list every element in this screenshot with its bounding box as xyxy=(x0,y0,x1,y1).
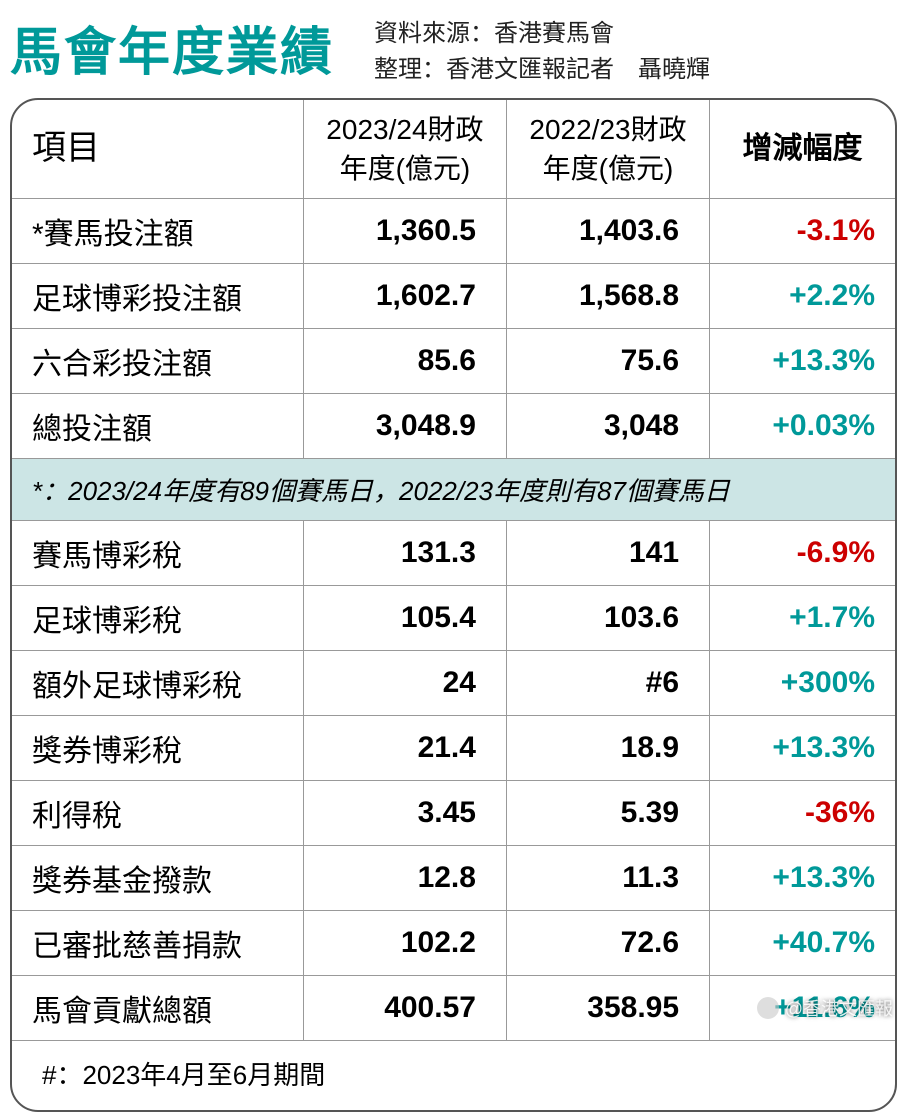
table-row: 額外足球博彩稅24#6+300% xyxy=(12,651,895,716)
row-value-2324: 3.45 xyxy=(303,781,506,846)
table-row: 賽馬博彩稅131.3141-6.9% xyxy=(12,521,895,586)
row-label: 足球博彩投注額 xyxy=(12,264,303,329)
row-value-2324: 400.57 xyxy=(303,976,506,1041)
row-change: +13.3% xyxy=(710,846,895,911)
row-label: 額外足球博彩稅 xyxy=(12,651,303,716)
row-change: -36% xyxy=(710,781,895,846)
row-label: 總投注額 xyxy=(12,394,303,459)
source-block: 資料來源：香港賽馬會 整理：香港文匯報記者 聶曉輝 xyxy=(374,10,710,88)
row-value-2324: 131.3 xyxy=(303,521,506,586)
row-value-2223: 72.6 xyxy=(506,911,709,976)
row-change: +13.3% xyxy=(710,329,895,394)
row-value-2223: 3,048 xyxy=(506,394,709,459)
row-value-2324: 85.6 xyxy=(303,329,506,394)
row-change: -6.9% xyxy=(710,521,895,586)
note-row-2: #：2023年4月至6月期間 xyxy=(12,1041,895,1111)
results-table: 項目 2023/24財政年度(億元) 2022/23財政年度(億元) 增減幅度 … xyxy=(12,100,895,1110)
table-row: 足球博彩投注額1,602.71,568.8+2.2% xyxy=(12,264,895,329)
row-value-2223: 1,568.8 xyxy=(506,264,709,329)
row-value-2223: 1,403.6 xyxy=(506,199,709,264)
row-change: +40.7% xyxy=(710,911,895,976)
table-row: 六合彩投注額85.675.6+13.3% xyxy=(12,329,895,394)
row-value-2324: 102.2 xyxy=(303,911,506,976)
row-value-2223: 141 xyxy=(506,521,709,586)
row-value-2324: 3,048.9 xyxy=(303,394,506,459)
row-label: 獎券博彩稅 xyxy=(12,716,303,781)
row-value-2223: 75.6 xyxy=(506,329,709,394)
table-row: 利得稅3.455.39-36% xyxy=(12,781,895,846)
compiled-label: 整理： xyxy=(374,56,446,83)
col-fy2324: 2023/24財政年度(億元) xyxy=(303,100,506,199)
col-item: 項目 xyxy=(12,100,303,199)
row-change: +13.3% xyxy=(710,716,895,781)
row-label: 賽馬博彩稅 xyxy=(12,521,303,586)
table-row: 獎券博彩稅21.418.9+13.3% xyxy=(12,716,895,781)
weibo-icon xyxy=(757,997,779,1019)
row-change: +2.2% xyxy=(710,264,895,329)
row-value-2324: 1,360.5 xyxy=(303,199,506,264)
header: 馬會年度業績 資料來源：香港賽馬會 整理：香港文匯報記者 聶曉輝 xyxy=(0,0,907,98)
row-label: 六合彩投注額 xyxy=(12,329,303,394)
row-label: *賽馬投注額 xyxy=(12,199,303,264)
table-row: 獎券基金撥款12.811.3+13.3% xyxy=(12,846,895,911)
table-row: *賽馬投注額1,360.51,403.6-3.1% xyxy=(12,199,895,264)
table-header-row: 項目 2023/24財政年度(億元) 2022/23財政年度(億元) 增減幅度 xyxy=(12,100,895,199)
note-1: *：2023/24年度有89個賽馬日，2022/23年度則有87個賽馬日 xyxy=(12,459,895,521)
row-label: 已審批慈善捐款 xyxy=(12,911,303,976)
row-change: +1.7% xyxy=(710,586,895,651)
row-label: 利得稅 xyxy=(12,781,303,846)
note-2: #：2023年4月至6月期間 xyxy=(12,1041,895,1111)
source-value: 香港賽馬會 xyxy=(494,20,614,47)
table-row: 總投注額3,048.93,048+0.03% xyxy=(12,394,895,459)
row-value-2223: 5.39 xyxy=(506,781,709,846)
row-value-2324: 24 xyxy=(303,651,506,716)
row-value-2324: 21.4 xyxy=(303,716,506,781)
row-value-2223: 18.9 xyxy=(506,716,709,781)
row-value-2324: 105.4 xyxy=(303,586,506,651)
row-value-2324: 1,602.7 xyxy=(303,264,506,329)
results-table-container: 項目 2023/24財政年度(億元) 2022/23財政年度(億元) 增減幅度 … xyxy=(10,98,897,1112)
source-label: 資料來源： xyxy=(374,20,494,47)
table-row: 足球博彩稅105.4103.6+1.7% xyxy=(12,586,895,651)
row-label: 獎券基金撥款 xyxy=(12,846,303,911)
table-body: *賽馬投注額1,360.51,403.6-3.1%足球博彩投注額1,602.71… xyxy=(12,199,895,1111)
note-row-1: *：2023/24年度有89個賽馬日，2022/23年度則有87個賽馬日 xyxy=(12,459,895,521)
watermark-text: @香港文匯報 xyxy=(785,995,893,1021)
row-label: 足球博彩稅 xyxy=(12,586,303,651)
row-change: +300% xyxy=(710,651,895,716)
table-row: 已審批慈善捐款102.272.6+40.7% xyxy=(12,911,895,976)
row-value-2223: 103.6 xyxy=(506,586,709,651)
row-value-2324: 12.8 xyxy=(303,846,506,911)
row-value-2223: 11.3 xyxy=(506,846,709,911)
row-change: -3.1% xyxy=(710,199,895,264)
watermark: @香港文匯報 xyxy=(757,995,893,1021)
row-label: 馬會貢獻總額 xyxy=(12,976,303,1041)
col-fy2223: 2022/23財政年度(億元) xyxy=(506,100,709,199)
row-value-2223: #6 xyxy=(506,651,709,716)
page-title: 馬會年度業績 xyxy=(10,10,334,85)
col-change: 增減幅度 xyxy=(710,100,895,199)
compiled-value: 香港文匯報記者 聶曉輝 xyxy=(446,56,710,83)
row-change: +0.03% xyxy=(710,394,895,459)
row-value-2223: 358.95 xyxy=(506,976,709,1041)
